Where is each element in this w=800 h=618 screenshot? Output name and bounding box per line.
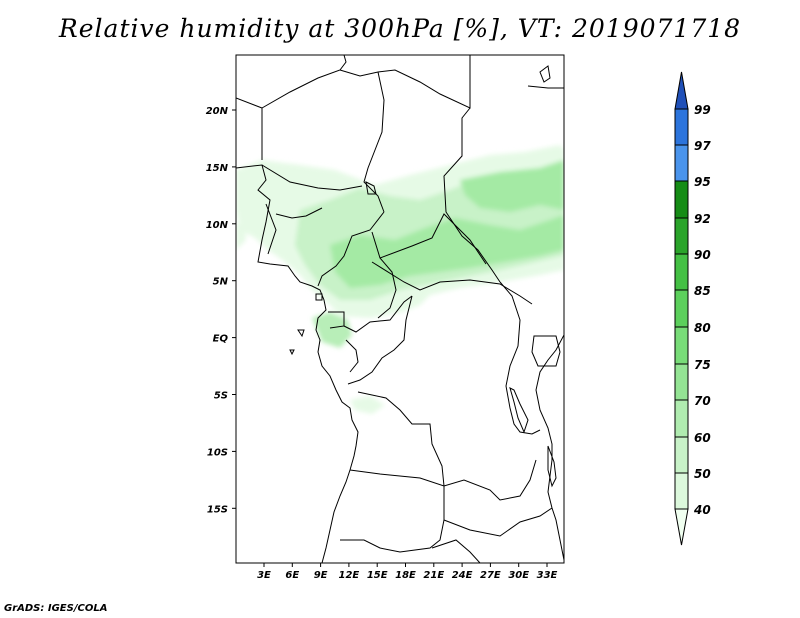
colorbar-swatch	[674, 253, 689, 291]
colorbar: 40 50 60 70 75 80 85 90 92 95 97 99	[674, 71, 711, 546]
humidity-region-gabon	[312, 312, 352, 348]
map-frame	[235, 54, 565, 564]
humidity-region-moist	[330, 215, 564, 288]
colorbar-swatch	[674, 326, 689, 365]
lon-tick-label: 12E	[339, 570, 360, 581]
country-border	[317, 211, 385, 287]
longitude-axis: 3E 6E 9E 12E 15E 18E 21E 24E 27E 30E 33E	[257, 563, 558, 581]
colorbar-label: 92	[694, 212, 711, 226]
country-border	[261, 55, 347, 109]
lat-tick-label: EQ	[213, 334, 229, 345]
colorbar-swatch	[674, 436, 689, 474]
colorbar-label: 97	[694, 139, 711, 153]
grads-credit: GrADS: IGES/COLA	[4, 603, 108, 614]
lon-tick-label: 18E	[395, 570, 416, 581]
humidity-region-east	[460, 160, 564, 212]
country-border	[371, 261, 533, 305]
country-border	[379, 213, 487, 265]
colorbar-label: 90	[694, 248, 711, 262]
lon-tick-label: 33E	[537, 570, 558, 581]
country-border	[347, 295, 413, 385]
lake-tanganyika	[509, 387, 529, 434]
colorbar-swatch	[674, 180, 689, 219]
coastlines-borders	[236, 55, 564, 563]
lake-victoria	[531, 335, 561, 367]
colorbar-label: 99	[694, 103, 711, 117]
lat-tick-label: 15N	[206, 163, 229, 174]
country-border	[343, 295, 413, 333]
lon-tick-label: 21E	[423, 570, 444, 581]
country-border	[443, 107, 501, 283]
island	[297, 329, 305, 338]
east-africa-coastline	[535, 334, 564, 561]
island	[289, 349, 295, 356]
lat-tick-label: 5N	[213, 277, 229, 288]
country-border	[236, 97, 263, 160]
lake-malawi	[547, 445, 557, 488]
lat-tick-label: 5S	[214, 391, 228, 402]
colorbar-label: 70	[694, 394, 711, 408]
country-border	[357, 391, 445, 487]
country-border	[349, 459, 537, 501]
colorbar-label: 80	[694, 321, 711, 335]
west-africa-coastline	[236, 164, 359, 563]
country-border	[371, 231, 397, 319]
lake-volta	[539, 65, 551, 83]
lon-tick-label: 30E	[508, 570, 529, 581]
lake-chad	[365, 181, 377, 195]
lon-tick-label: 24E	[452, 570, 473, 581]
country-border	[527, 85, 564, 89]
country-border	[261, 164, 363, 191]
country-border	[499, 281, 541, 435]
colorbar-arrow-bottom	[674, 508, 689, 546]
lat-tick-label: 20N	[206, 106, 229, 117]
colorbar-label: 50	[694, 467, 711, 481]
chart-title: Relative humidity at 300hPa [%], VT: 201…	[58, 14, 742, 43]
humidity-region-coast	[236, 220, 246, 250]
island	[315, 293, 323, 301]
colorbar-swatch	[674, 289, 689, 328]
colorbar-swatch	[674, 108, 689, 146]
lat-tick-label: 10N	[206, 220, 229, 231]
colorbar-label: 85	[694, 284, 711, 298]
country-border	[345, 339, 359, 373]
humidity-region-angola	[350, 396, 385, 414]
country-border	[265, 203, 277, 255]
country-border	[339, 55, 471, 109]
country-border	[363, 71, 385, 213]
lat-tick-label: 10S	[207, 447, 228, 458]
latitude-axis: 20N 15N 10N 5N EQ 5S 10S 15S	[206, 106, 236, 515]
lat-tick-label: 15S	[207, 504, 228, 515]
country-border	[443, 507, 553, 537]
colorbar-swatch	[674, 363, 689, 401]
colorbar-label: 60	[694, 431, 711, 445]
colorbar-label: 75	[694, 358, 711, 372]
lon-tick-label: 3E	[257, 570, 271, 581]
country-border	[340, 486, 445, 553]
colorbar-swatch	[674, 399, 689, 438]
colorbar-label: 40	[693, 503, 711, 517]
colorbar-label: 95	[694, 175, 711, 189]
lon-tick-label: 27E	[480, 570, 501, 581]
colorbar-swatch	[674, 217, 689, 255]
country-border	[431, 539, 481, 563]
colorbar-swatch	[674, 144, 689, 182]
country-border	[275, 207, 323, 219]
colorbar-swatch	[674, 472, 689, 510]
lon-tick-label: 6E	[285, 570, 299, 581]
lon-tick-label: 9E	[314, 570, 328, 581]
colorbar-arrow-top	[674, 71, 689, 110]
country-border	[328, 311, 345, 329]
lon-tick-label: 15E	[367, 570, 388, 581]
